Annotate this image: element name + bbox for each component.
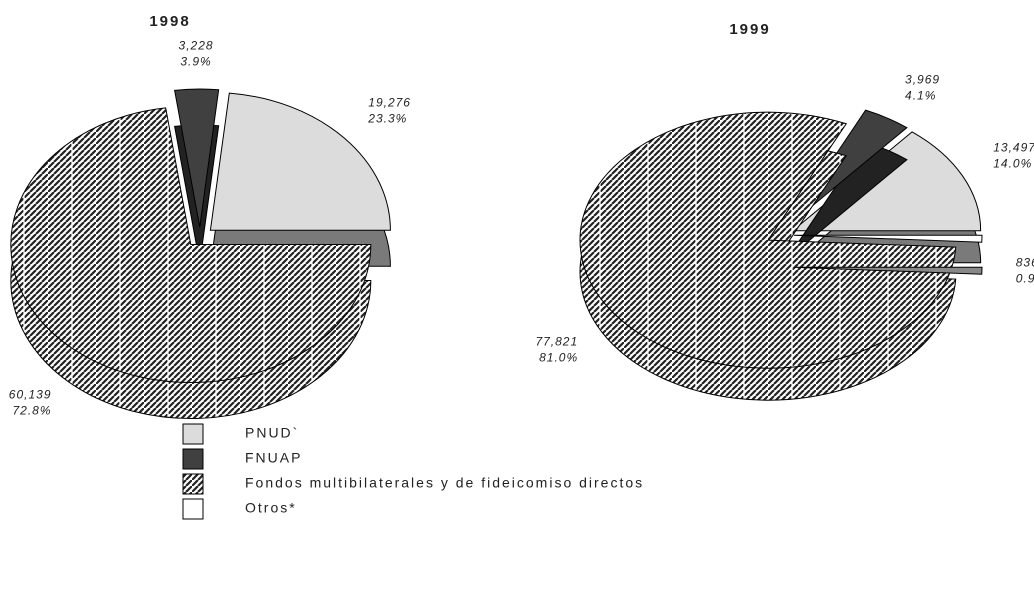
slice-top [174, 88, 220, 228]
value-label: 3,969 [905, 73, 940, 87]
pie-slice [793, 234, 983, 275]
value-label: 19,276 [368, 96, 411, 110]
legend-swatch [182, 423, 204, 445]
value-label: 3,228 [179, 38, 214, 52]
value-label: 77,821 [535, 334, 578, 348]
value-label: 836 [1016, 256, 1034, 270]
legend-swatch [182, 448, 204, 470]
value-label: 60,139 [9, 388, 52, 402]
percent-label: 23.3% [367, 112, 407, 126]
slice-top [579, 111, 957, 369]
pie-slice [174, 88, 220, 264]
percent-label: 72.8% [12, 404, 51, 418]
slice-side [793, 266, 983, 275]
percent-label: 3.9% [180, 54, 211, 68]
pie-slice [209, 92, 391, 267]
legend-label: Otros* [245, 500, 297, 516]
chart-title: 1999 [729, 21, 770, 38]
value-label: 13,497 [993, 140, 1034, 154]
percent-label: 0.9% [1016, 272, 1034, 286]
chart-title: 1998 [149, 13, 190, 30]
percent-label: 4.1% [905, 89, 936, 103]
legend-label: FNUAP [245, 450, 302, 466]
slice-top [209, 92, 391, 231]
pie-slice [10, 107, 372, 420]
legend-label: Fondos multibilaterales y de fideicomiso… [245, 475, 644, 491]
legend-swatch [182, 473, 204, 495]
pie-slice [579, 111, 957, 401]
percent-label: 81.0% [539, 350, 578, 364]
legend-label: PNUD` [245, 425, 299, 441]
legend-swatch [182, 498, 204, 520]
percent-label: 14.0% [993, 156, 1032, 170]
slice-top [10, 107, 372, 384]
slice-top [793, 234, 983, 243]
